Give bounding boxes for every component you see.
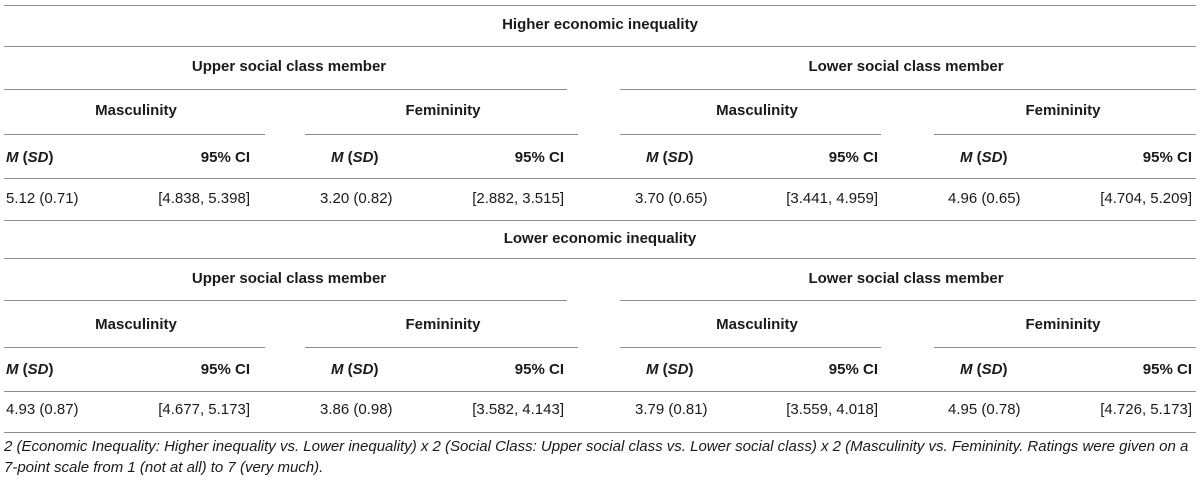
ci-header: 95% CI xyxy=(828,361,878,378)
mean-sd-header: M (SD) xyxy=(960,361,1008,378)
class-rule-lower xyxy=(620,89,1196,90)
ci-value: [3.441, 4.959] xyxy=(786,190,878,207)
ci-header: 95% CI xyxy=(514,149,564,166)
ci-header: 95% CI xyxy=(200,149,250,166)
mean-sd-header: M (SD) xyxy=(331,149,379,166)
trait-rule xyxy=(305,134,578,135)
trait-rule xyxy=(305,347,578,348)
ci-header: 95% CI xyxy=(828,149,878,166)
ci-header: 95% CI xyxy=(514,361,564,378)
trait-rule xyxy=(4,134,265,135)
ci-value: [4.677, 5.173] xyxy=(158,401,250,418)
ci-value: [4.726, 5.173] xyxy=(1100,401,1192,418)
mean-sd-value: 4.96 (0.65) xyxy=(948,190,1021,207)
trait-rule xyxy=(934,134,1196,135)
ci-value: [3.559, 4.018] xyxy=(786,401,878,418)
table-footnote: 2 (Economic Inequality: Higher inequalit… xyxy=(4,438,1189,476)
trait-header-masculinity: Masculinity xyxy=(716,102,798,119)
trait-header-masculinity: Masculinity xyxy=(95,102,177,119)
trait-header-femininity: Femininity xyxy=(405,102,481,119)
mean-sd-value: 3.79 (0.81) xyxy=(635,401,708,418)
mean-sd-header: M (SD) xyxy=(331,361,379,378)
table-bottom-rule xyxy=(4,432,1196,433)
table-top-rule xyxy=(4,5,1196,6)
trait-rule xyxy=(934,347,1196,348)
trait-rule xyxy=(620,347,881,348)
mean-sd-header: M (SD) xyxy=(646,361,694,378)
trait-header-masculinity: Masculinity xyxy=(95,316,177,333)
class-rule-upper xyxy=(4,89,567,90)
class-header-lower: Lower social class member xyxy=(808,270,1004,287)
mean-sd-header: M (SD) xyxy=(6,149,54,166)
class-rule-lower xyxy=(620,300,1196,301)
mean-sd-header: M (SD) xyxy=(646,149,694,166)
trait-rule xyxy=(620,134,881,135)
header-rule xyxy=(4,178,1196,179)
mean-sd-value: 3.86 (0.98) xyxy=(320,401,393,418)
ci-value: [3.582, 4.143] xyxy=(472,401,564,418)
ci-header: 95% CI xyxy=(1142,149,1192,166)
ci-value: [4.838, 5.398] xyxy=(158,190,250,207)
trait-header-femininity: Femininity xyxy=(1025,316,1101,333)
section-rule xyxy=(4,258,1196,259)
header-rule xyxy=(4,391,1196,392)
mean-sd-value: 3.20 (0.82) xyxy=(320,190,393,207)
section-bottom-rule xyxy=(4,220,1196,221)
mean-sd-header: M (SD) xyxy=(6,361,54,378)
trait-header-masculinity: Masculinity xyxy=(716,316,798,333)
mean-sd-value: 3.70 (0.65) xyxy=(635,190,708,207)
ci-header: 95% CI xyxy=(1142,361,1192,378)
section-title: Lower economic inequality xyxy=(503,230,697,247)
class-header-lower: Lower social class member xyxy=(808,58,1004,75)
section-title: Higher economic inequality xyxy=(502,16,698,33)
ci-value: [4.704, 5.209] xyxy=(1100,190,1192,207)
section-rule xyxy=(4,46,1196,47)
mean-sd-value: 5.12 (0.71) xyxy=(6,190,79,207)
mean-sd-header: M (SD) xyxy=(960,149,1008,166)
ci-value: [2.882, 3.515] xyxy=(472,190,564,207)
mean-sd-value: 4.95 (0.78) xyxy=(948,401,1021,418)
trait-header-femininity: Femininity xyxy=(1025,102,1101,119)
class-rule-upper xyxy=(4,300,567,301)
class-header-upper: Upper social class member xyxy=(191,270,387,287)
mean-sd-value: 4.93 (0.87) xyxy=(6,401,79,418)
class-header-upper: Upper social class member xyxy=(191,58,387,75)
trait-header-femininity: Femininity xyxy=(405,316,481,333)
ci-header: 95% CI xyxy=(200,361,250,378)
trait-rule xyxy=(4,347,265,348)
